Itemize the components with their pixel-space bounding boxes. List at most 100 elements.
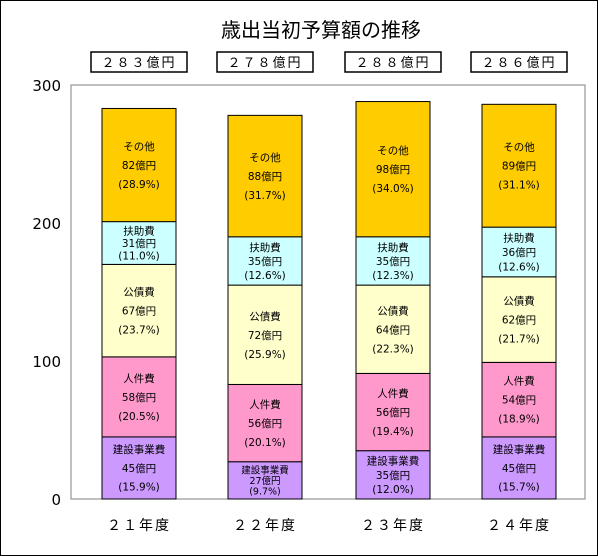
bar-segment-label: 扶助費 [123,225,155,238]
bar-segment [227,114,303,238]
bars-layer [101,101,557,500]
bar-segment-label: 公債費 [123,286,155,299]
bar-segment-label: 54億円 [502,394,536,407]
bar-segment-label: その他 [123,140,155,153]
bar-segment [481,226,557,278]
total-box [344,51,442,73]
bar-segment-label: 建設事業費 [367,455,420,468]
bar-segment-label: 45億円 [502,462,536,475]
bar-segment-label: 公債費 [377,304,409,317]
bar-segment-label: 45億円 [122,462,156,475]
y-tick-label: 300 [32,77,61,95]
bar-segment-label: (12.6%) [244,270,286,282]
chart-title: 歳出当初予算額の推移 [221,18,421,42]
bar-segment [101,107,177,223]
bar-segment [355,372,431,452]
bar-segment-label: その他 [377,144,409,157]
bar-segment [101,263,177,358]
bar-segment-label: (12.0%) [372,484,414,496]
bar-segment-label: 98億円 [376,163,410,176]
bar-segment [355,101,431,238]
bar-segment-label: 扶助費 [377,241,409,254]
bar-segment-label: 72億円 [248,329,282,342]
bar-segment [227,236,303,286]
bar-segment-label: (20.5%) [118,411,160,423]
x-tick-label: ２１年度 [107,518,171,534]
y-tick-label: 200 [32,215,61,233]
bar-segment-label: 58億円 [122,391,156,404]
bar-segment-label: (31.1%) [498,180,540,192]
bar-segment-label: (21.7%) [498,334,540,346]
bar-segment-label: 建設事業費 [113,443,166,456]
bar-segment [355,284,431,374]
bar-segment-label: 35億円 [376,255,410,268]
x-tick-label: ２４年度 [487,518,551,534]
bar-segment [101,221,177,265]
bar-segment-label: 35億円 [376,469,410,482]
bar-segment-label: 35億円 [248,255,282,268]
bar-segment-label: 36億円 [502,246,536,259]
x-tick-label: ２２年度 [233,518,297,534]
y-tick-label: 0 [51,491,61,509]
bar-segment-label: (12.3%) [372,270,414,282]
bar-segment [481,276,557,363]
labels-layer: 建設事業費 45億円 (15.9%) 人件費 58億円 (20.5%) 公債費 67億円 (23… [90,51,568,497]
y-tick-label: 100 [32,353,61,371]
bar-segment-label: (23.7%) [118,325,160,337]
bar-segment [355,236,431,286]
bar-segment-label: 62億円 [502,314,536,327]
total-box [90,51,188,73]
bar-segment-label: 人件費 [503,375,535,388]
bar-segment-label: その他 [503,141,535,154]
bar-segment-label: 扶助費 [503,231,535,244]
total-label: ２８８億円 [355,55,430,71]
bar-segment-label: 建設事業費 [493,443,546,456]
bar-segment [355,450,431,500]
bar-segment [481,103,557,228]
bar-segment [101,436,177,500]
plot-area-border [70,84,586,500]
bar-segment-label: (12.6%) [498,262,540,274]
bar-segment-label: 人件費 [249,398,281,411]
bar-segment-label: 82億円 [122,159,156,172]
x-tick-label: ２３年度 [361,518,425,534]
bar-segment-label: (22.3%) [372,343,414,355]
bar-segment-label: (18.9%) [498,414,540,426]
bar-segment-label: 56億円 [248,417,282,430]
bar-segment-label: (25.9%) [244,349,286,361]
bar-segment-label: (15.7%) [498,482,540,494]
bar-segment-label: 56億円 [376,406,410,419]
axis-layer: 0 100 200 300 ２１年度 ２２年度 ２３年度 ２４年度 [32,77,586,534]
total-label: ２８６億円 [481,55,556,71]
bar-segment [227,383,303,463]
bar-segment [481,436,557,500]
bar-segment-label: 67億円 [122,305,156,318]
bar-segment-label: 扶助費 [249,241,281,254]
bar-segment-label: 64億円 [376,323,410,336]
total-label: ２７８億円 [227,55,302,71]
bar-segment-label: (9.7%) [249,486,281,497]
bar-segment-label: 89億円 [502,160,536,173]
bar-segment-label: (11.0%) [118,250,160,262]
bar-segment-label: その他 [249,151,281,164]
bar-segment-label: (20.1%) [244,437,286,449]
total-label: ２８３億円 [101,55,176,71]
bar-segment-label: (19.4%) [372,426,414,438]
bar-segment-label: (31.7%) [244,190,286,202]
bar-segment-label: (28.9%) [118,179,160,191]
bar-segment-label: 人件費 [377,387,409,400]
total-box [470,51,568,73]
bar-segment [481,361,557,438]
bar-segment [101,356,177,438]
total-box [216,51,314,73]
bar-segment-label: 建設事業費 [241,465,289,477]
bar-segment-label: 88億円 [248,170,282,183]
bar-segment-label: 公債費 [249,310,281,323]
bar-segment-label: 人件費 [123,372,155,385]
bar-segment-label: (15.9%) [118,482,160,494]
bar-segment-label: 27億円 [249,475,280,487]
bar-segment-label: 31億円 [122,237,156,250]
bar-segment-label: (34.0%) [372,183,414,195]
